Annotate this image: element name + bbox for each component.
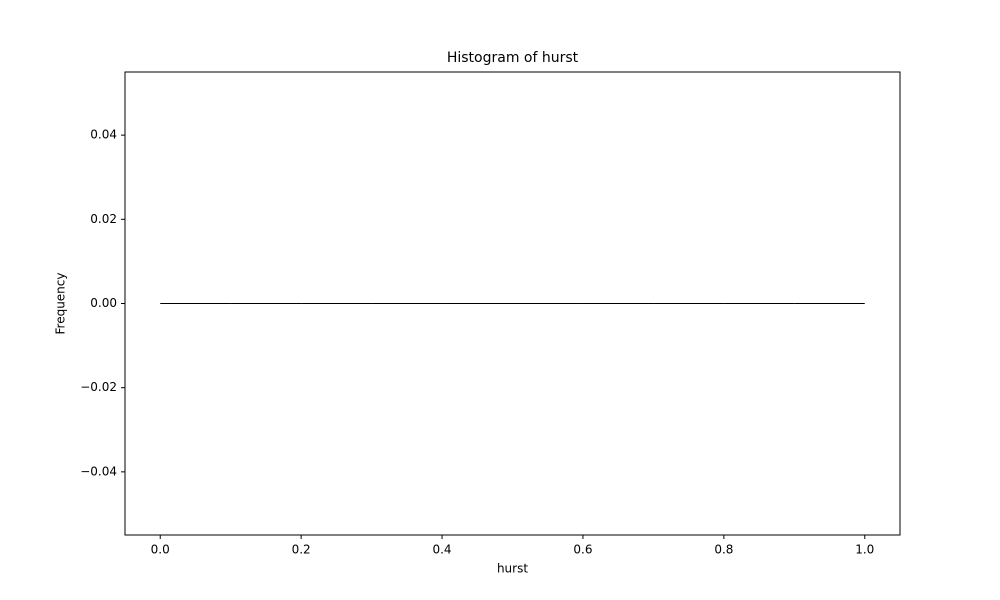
y-axis-label: Frequency — [54, 273, 68, 335]
y-tick-label: 0.00 — [90, 296, 117, 310]
chart-title: Histogram of hurst — [447, 50, 579, 66]
y-tick-label: −0.02 — [80, 380, 117, 394]
x-tick-label: 0.4 — [432, 543, 451, 557]
y-tick-label: 0.02 — [90, 212, 117, 226]
x-tick-label: 1.0 — [855, 543, 874, 557]
y-tick-label: 0.04 — [90, 128, 117, 142]
x-tick-label: 0.6 — [573, 543, 592, 557]
x-tick-label: 0.8 — [714, 543, 733, 557]
plot-frame — [124, 71, 901, 536]
x-axis-label: hurst — [497, 562, 528, 576]
x-tick-label: 0.2 — [292, 543, 311, 557]
y-tick-label: −0.04 — [80, 464, 117, 478]
x-tick-label: 0.0 — [151, 543, 170, 557]
